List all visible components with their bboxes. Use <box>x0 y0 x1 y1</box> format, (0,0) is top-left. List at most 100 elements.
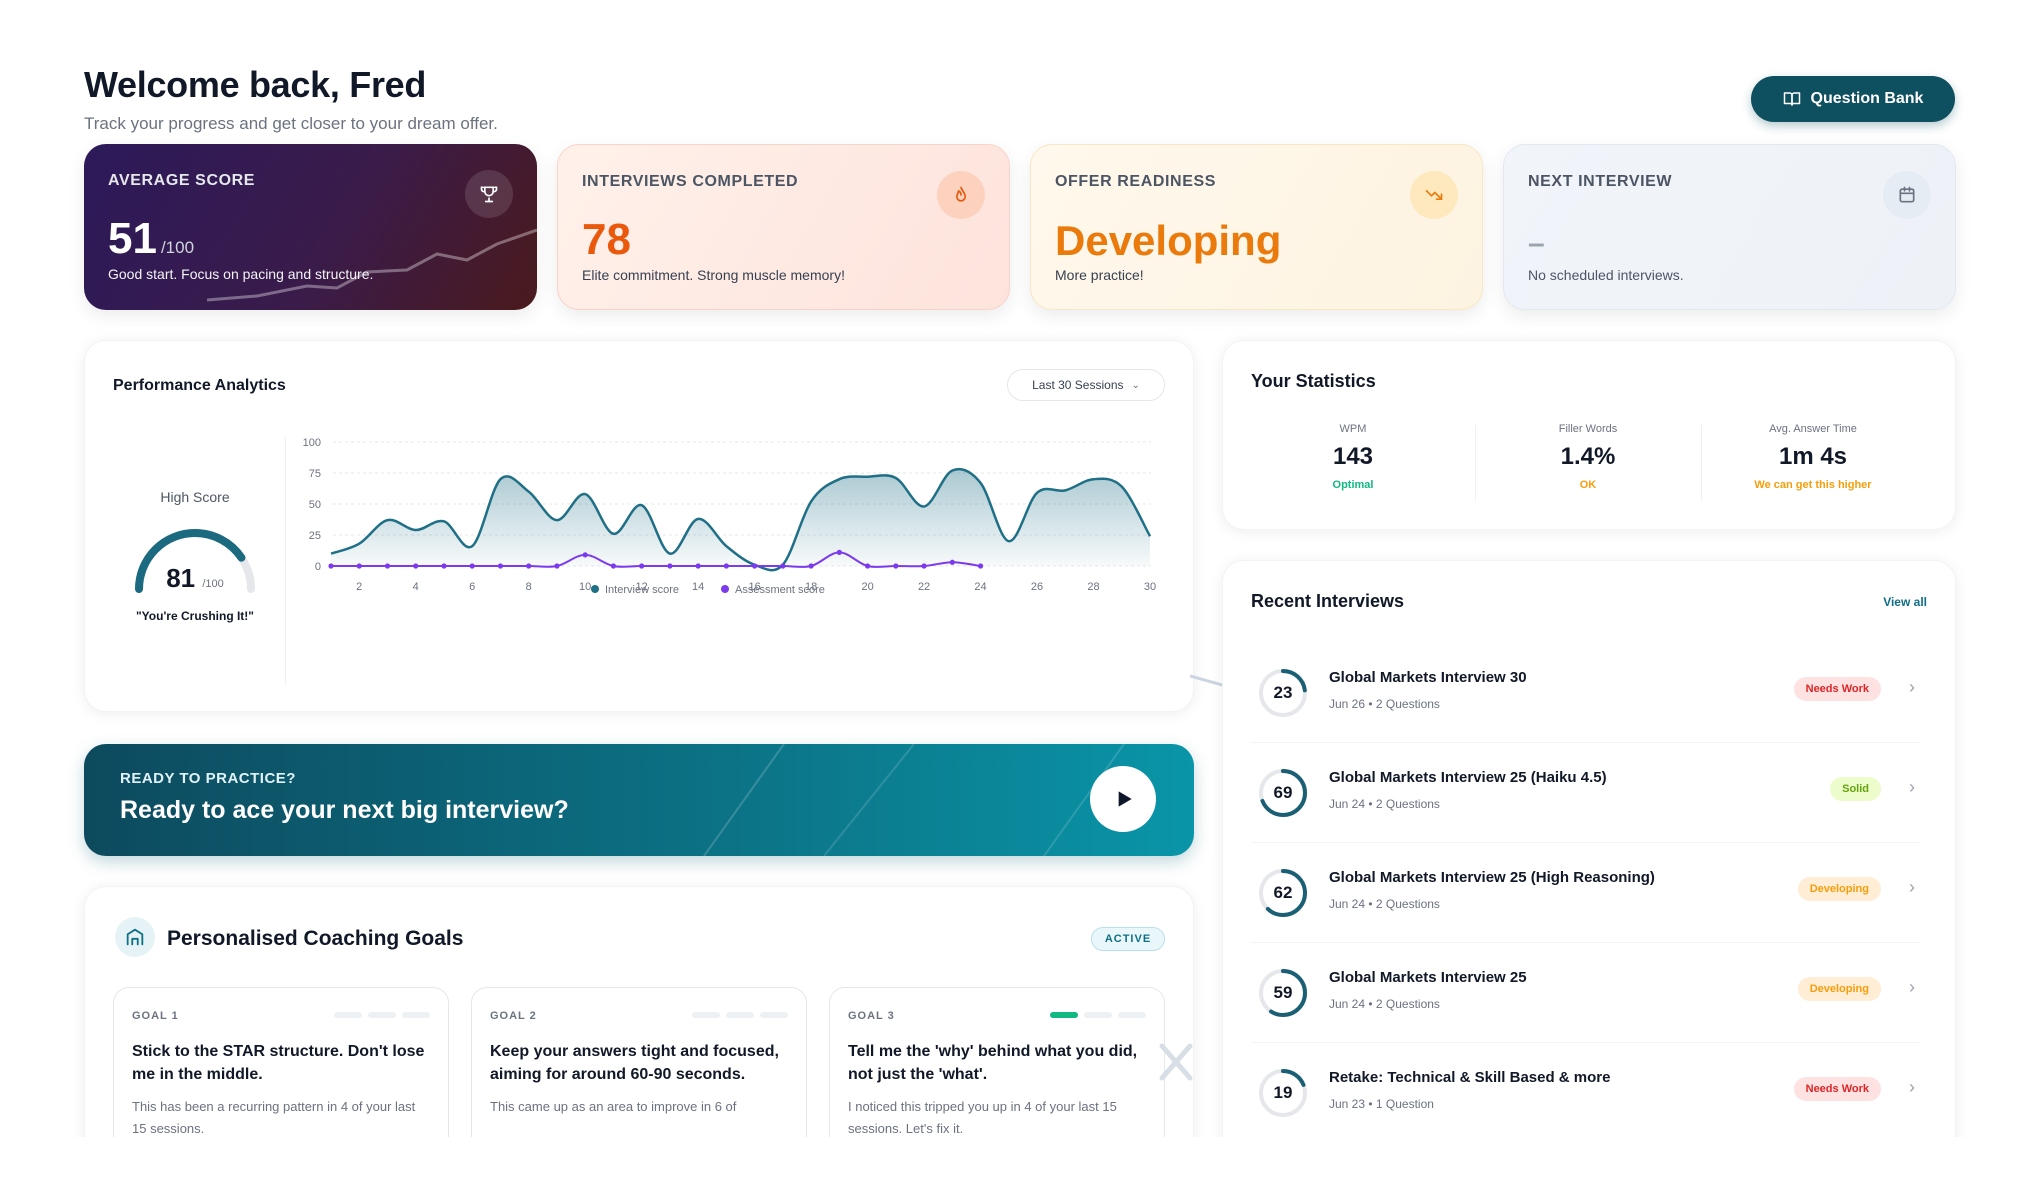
goal-card[interactable]: GOAL 1 Stick to the STAR structure. Don'… <box>113 987 449 1137</box>
x-tick-label: 10 <box>579 581 591 593</box>
goal-progress <box>334 1012 430 1018</box>
chevron-right-icon[interactable]: › <box>1909 777 1915 797</box>
next-interview-caption: No scheduled interviews. <box>1528 267 1684 283</box>
y-tick-label: 25 <box>309 530 321 542</box>
goals-status-badge: ACTIVE <box>1091 927 1165 951</box>
interview-row[interactable]: 23 Global Markets Interview 30 Jun 26 • … <box>1251 643 1921 743</box>
x-tick-label: 28 <box>1087 581 1099 593</box>
assessment-score-point <box>977 563 984 569</box>
stat-filler-words: Filler Words 1.4% OK <box>1478 423 1698 491</box>
assessment-score-point <box>582 552 588 558</box>
banner-decoration <box>703 744 1125 856</box>
goal-progress <box>1050 1012 1146 1018</box>
score-value: 62 <box>1273 883 1293 902</box>
trend-icon <box>1410 171 1458 219</box>
goal-description: This came up as an area to improve in 6 … <box>490 1099 737 1114</box>
y-tick-label: 50 <box>309 499 321 511</box>
ring-progress <box>1259 869 1307 917</box>
progress-segment <box>1118 1012 1146 1018</box>
interviews-completed-card: INTERVIEWS COMPLETED 78 Elite commitment… <box>557 144 1010 310</box>
chevron-right-icon[interactable]: › <box>1909 877 1915 897</box>
question-bank-button[interactable]: Question Bank <box>1751 76 1955 122</box>
interview-row[interactable]: 69 Global Markets Interview 25 (Haiku 4.… <box>1251 743 1921 843</box>
chevron-right-icon[interactable]: › <box>1909 977 1915 997</box>
interviews-completed-caption: Elite commitment. Strong muscle memory! <box>582 267 845 283</box>
goal-label: GOAL 1 <box>132 1010 179 1022</box>
coaching-goals-title: Personalised Coaching Goals <box>167 927 464 950</box>
page-subtitle: Track your progress and get closer to yo… <box>84 114 498 133</box>
assessment-score-point <box>893 563 899 569</box>
interview-title: Global Markets Interview 25 (High Reason… <box>1329 869 1655 886</box>
assessment-score-point <box>497 563 504 569</box>
assessment-score-point <box>526 563 532 569</box>
status-badge: Solid <box>1830 777 1881 801</box>
goal-label: GOAL 3 <box>848 1010 895 1022</box>
cta-headline: Ready to ace your next big interview? <box>120 796 569 824</box>
divider <box>1701 425 1702 501</box>
x-tick-label: 6 <box>469 581 475 593</box>
interview-meta: Jun 26 • 2 Questions <box>1329 697 1440 711</box>
assessment-score-point <box>469 563 475 569</box>
y-tick-label: 0 <box>315 561 321 573</box>
play-button[interactable] <box>1090 766 1156 832</box>
goal-title: Tell me the 'why' behind what you did, n… <box>848 1043 1138 1083</box>
offer-readiness-caption: More practice! <box>1055 267 1144 283</box>
legend-marker <box>591 585 599 593</box>
assessment-score-point <box>780 563 786 569</box>
interview-title: Global Markets Interview 25 (Haiku 4.5) <box>1329 769 1607 786</box>
interview-row[interactable]: 62 Global Markets Interview 25 (High Rea… <box>1251 843 1921 943</box>
progress-segment <box>368 1012 396 1018</box>
progress-segment <box>334 1012 362 1018</box>
ring-progress <box>1259 1069 1307 1117</box>
divider <box>285 437 286 685</box>
stat-answer-time: Avg. Answer Time 1m 4s We can get this h… <box>1703 423 1923 491</box>
stat-filler-label: Filler Words <box>1558 423 1618 435</box>
status-badge: Needs Work <box>1793 677 1881 701</box>
chart-legend: Interview score Assessment score <box>591 584 825 596</box>
assessment-score-point <box>864 563 871 569</box>
session-range-select[interactable]: Last 30 Sessions ⌄ <box>1007 369 1165 401</box>
session-range-value: Last 30 Sessions <box>1032 378 1124 392</box>
score-value: 19 <box>1273 1083 1293 1102</box>
interviews-completed-label: INTERVIEWS COMPLETED <box>582 173 799 190</box>
statistics-title: Your Statistics <box>1251 371 1376 391</box>
ring-progress <box>1259 669 1307 717</box>
high-score-quote: "You're Crushing It!" <box>135 609 254 623</box>
chevron-right-icon[interactable]: › <box>1909 1077 1915 1097</box>
assessment-score-point <box>554 563 560 569</box>
stat-answer-time-label: Avg. Answer Time <box>1769 423 1857 435</box>
progress-segment <box>726 1012 754 1018</box>
next-interview-value: – <box>1528 227 1545 260</box>
assessment-score-point <box>723 563 729 569</box>
status-badge: Developing <box>1797 977 1881 1001</box>
goal-description: I noticed this tripped you up in 4 of yo… <box>848 1099 1117 1136</box>
assessment-score-point <box>356 563 362 569</box>
practice-cta-banner[interactable]: READY TO PRACTICE? Ready to ace your nex… <box>84 744 1194 856</box>
x-tick-label: 26 <box>1031 581 1043 593</box>
divider <box>1475 425 1476 501</box>
chevron-right-icon[interactable]: › <box>1909 677 1915 697</box>
interview-row[interactable]: 59 Global Markets Interview 25 Jun 24 • … <box>1251 943 1921 1043</box>
assessment-score-point <box>752 563 758 569</box>
plot-area <box>328 467 1152 572</box>
goal-card[interactable]: GOAL 2 Keep your answers tight and focus… <box>471 987 807 1137</box>
interview-meta: Jun 24 • 2 Questions <box>1329 897 1440 911</box>
stat-answer-time-value: 1m 4s <box>1778 443 1848 470</box>
ring-progress <box>1259 969 1307 1017</box>
assessment-score-point <box>384 563 391 569</box>
assessment-score-point <box>836 549 842 555</box>
x-tick-label: 22 <box>918 581 930 593</box>
goal-title: Stick to the STAR structure. Don't lose … <box>132 1043 425 1083</box>
calendar-icon <box>1883 171 1931 219</box>
assessment-score-point <box>610 563 617 569</box>
y-tick-label: 100 <box>303 437 321 449</box>
average-score-value-row: 51/100 <box>108 214 194 264</box>
interview-row[interactable]: 19 Retake: Technical & Skill Based & mor… <box>1251 1043 1921 1137</box>
high-score-value: 81 <box>166 563 196 593</box>
average-score-label: AVERAGE SCORE <box>108 172 256 189</box>
offer-readiness-label: OFFER READINESS <box>1055 173 1217 190</box>
score-ring <box>1259 769 1307 817</box>
next-interview-card: NEXT INTERVIEW – No scheduled interviews… <box>1503 144 1956 310</box>
view-all-link[interactable]: View all <box>1883 595 1927 609</box>
goal-card[interactable]: GOAL 3 Tell me the 'why' behind what you… <box>829 987 1165 1137</box>
